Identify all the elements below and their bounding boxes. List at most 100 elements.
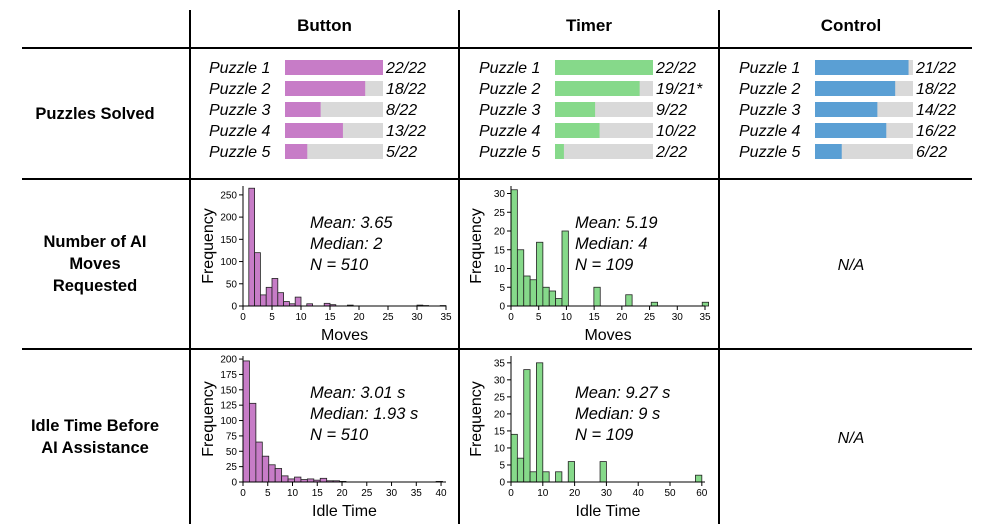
bar-value-label: 18/22: [916, 81, 956, 98]
puzzle-label: Puzzle 5: [739, 144, 800, 161]
x-tick-label: 20: [336, 488, 348, 499]
histogram-bar: [516, 249, 525, 307]
x-tick-label: 35: [411, 488, 423, 499]
bar: [555, 102, 596, 117]
x-tick-label: 15: [589, 312, 601, 323]
histogram-bar: [536, 241, 544, 307]
histogram-bar: [701, 301, 710, 307]
histogram-bar: [248, 187, 255, 307]
histogram-bar: [281, 475, 289, 483]
row-header-ai-moves: Number of AI Moves Requested: [0, 180, 190, 348]
y-tick-label: 10: [494, 443, 506, 454]
histogram-moves-timer: 0 5 10 15 20 25 30 0 5 10 15 20 25 30 35 Moves Frequency…: [468, 186, 711, 344]
x-tick-label: 5: [269, 312, 275, 323]
y-tick-label: 20: [494, 409, 506, 420]
bar-track: [555, 144, 653, 159]
x-tick-label: 0: [508, 312, 514, 323]
stat-text: N = 510: [310, 256, 369, 274]
y-axis-label: Frequency: [200, 208, 217, 284]
bar: [285, 144, 308, 159]
y-tick-label: 100: [220, 416, 237, 427]
histogram-bar: [277, 292, 285, 307]
histogram-bar: [567, 461, 576, 483]
bar: [555, 81, 640, 96]
bar: [555, 144, 564, 159]
x-tick-label: 10: [287, 488, 299, 499]
x-axis-label: Idle Time: [312, 503, 377, 520]
histogram-bar: [510, 433, 518, 483]
puzzle-label: Puzzle 2: [479, 81, 540, 98]
x-axis-label: Moves: [321, 327, 368, 344]
histogram-bar: [650, 301, 659, 307]
bar-value-label: 22/22: [655, 60, 696, 77]
y-tick-label: 75: [226, 431, 238, 442]
grid-hline-3: [22, 348, 972, 350]
bar: [285, 102, 321, 117]
bar-value-label: 8/22: [386, 102, 417, 119]
bar: [815, 60, 909, 75]
histogram-bar: [249, 402, 257, 483]
stat-text: N = 109: [575, 256, 633, 274]
bar: [815, 102, 878, 117]
y-tick-label: 10: [494, 264, 506, 275]
grid-vline-3: [718, 10, 720, 524]
y-tick-label: 15: [494, 245, 506, 256]
histogram-bar: [271, 278, 279, 307]
puzzle-label: Puzzle 1: [209, 60, 270, 77]
histogram-bar: [260, 294, 267, 307]
histogram-bar: [510, 189, 518, 307]
x-tick-label: 50: [664, 488, 676, 499]
histogram-idle-button: 0 25 50 75 100 125 150 175 200 0 5 10 15 20 25 30 35 40 Id…: [200, 355, 447, 520]
bar: [285, 60, 383, 75]
histogram-bar: [254, 252, 261, 307]
y-tick-label: 150: [220, 385, 237, 396]
stat-text: Median: 9 s: [575, 405, 660, 423]
histogram-bar: [536, 362, 544, 483]
bar: [285, 81, 366, 96]
bar: [555, 60, 653, 75]
x-tick-label: 15: [312, 488, 324, 499]
row-header-puzzles-solved-label: Puzzles Solved: [35, 104, 155, 123]
x-axis-label: Idle Time: [576, 503, 641, 520]
y-tick-label: 250: [220, 190, 237, 201]
histogram-bar: [555, 471, 563, 483]
solved-chart-control: Puzzle 1 21/22 Puzzle 2 18/22 Puzzle 3 14/22 P…: [739, 60, 956, 161]
x-tick-label: 10: [561, 312, 573, 323]
histogram-bar: [523, 275, 531, 307]
stat-text: Median: 2: [310, 235, 382, 253]
x-tick-label: 0: [240, 312, 246, 323]
row-header-puzzles-solved: Puzzles Solved: [0, 49, 190, 178]
y-tick-label: 35: [494, 358, 506, 369]
y-tick-label: 30: [494, 189, 506, 200]
puzzle-label: Puzzle 1: [479, 60, 540, 77]
bar-value-label: 9/22: [656, 102, 687, 119]
row-header-idle-time-label: Idle Time Before AI Assistance: [30, 417, 160, 457]
x-tick-label: 5: [265, 488, 271, 499]
puzzle-label: Puzzle 3: [739, 102, 800, 119]
histogram-bar: [294, 476, 302, 483]
puzzle-label: Puzzle 3: [479, 102, 540, 119]
histogram-bar: [625, 294, 633, 307]
bar-value-label: 13/22: [386, 123, 426, 140]
col-header-timer: Timer: [566, 16, 612, 35]
x-tick-label: 25: [382, 312, 394, 323]
y-tick-label: 15: [494, 426, 506, 437]
col-header-button: Button: [297, 16, 352, 35]
histogram-bar: [261, 455, 270, 483]
y-tick-label: 0: [231, 302, 237, 313]
histogram-bar: [548, 290, 557, 307]
x-tick-label: 35: [699, 312, 711, 323]
stat-text: N = 510: [310, 426, 369, 444]
stat-text: Mean: 3.65: [310, 214, 393, 232]
bar-value-label: 5/22: [386, 144, 417, 161]
histogram-bar: [268, 464, 276, 483]
histogram-moves-button: 0 50 100 150 200 250 0 5 10 15 20 25 30 35 Moves Freque…: [200, 186, 452, 344]
y-tick-label: 0: [499, 302, 505, 313]
puzzle-label: Puzzle 2: [209, 81, 270, 98]
y-tick-label: 5: [499, 460, 505, 471]
y-tick-label: 0: [499, 478, 505, 489]
row-header-idle-time: Idle Time Before AI Assistance: [0, 350, 190, 524]
stat-text: Mean: 9.27 s: [575, 384, 670, 402]
histogram-bar: [242, 360, 250, 483]
x-tick-label: 20: [353, 312, 365, 323]
